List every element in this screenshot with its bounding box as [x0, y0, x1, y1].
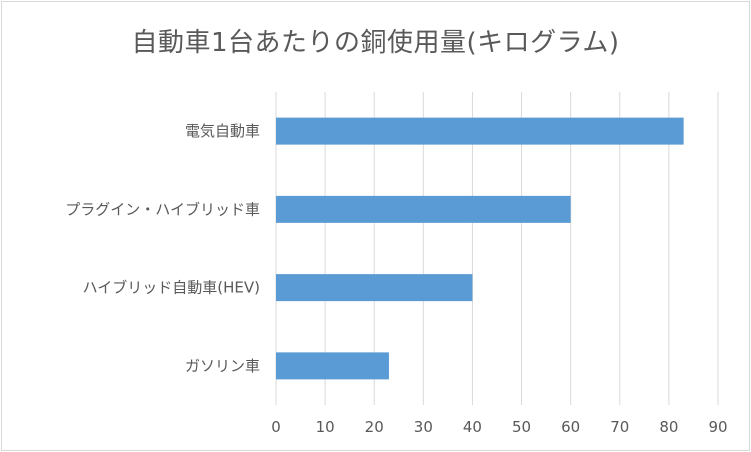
x-tick-label-90: 90 — [708, 418, 727, 436]
category-label-3: ハイブリッド自動車(HEV) — [83, 279, 260, 297]
bar-3 — [276, 274, 473, 302]
bar-2 — [276, 195, 571, 223]
x-tick-label-60: 60 — [561, 418, 580, 436]
x-tick-label-30: 30 — [414, 418, 433, 436]
category-label-1: 電気自動車 — [185, 122, 260, 140]
x-tick-label-10: 10 — [316, 418, 335, 436]
category-label-4: ガソリン車 — [185, 357, 260, 375]
x-tick-label-80: 80 — [659, 418, 678, 436]
bar-1 — [276, 117, 684, 145]
x-tick-label-50: 50 — [512, 418, 531, 436]
x-tick-label-40: 40 — [463, 418, 482, 436]
category-label-2: プラグイン・ハイブリッド車 — [65, 200, 260, 218]
chart-title: 自動車1台あたりの銅使用量(キログラム) — [131, 28, 620, 58]
x-tick-label-70: 70 — [610, 418, 629, 436]
x-tick-label-20: 20 — [365, 418, 384, 436]
x-tick-label-0: 0 — [271, 418, 281, 436]
bar-4 — [276, 352, 389, 380]
